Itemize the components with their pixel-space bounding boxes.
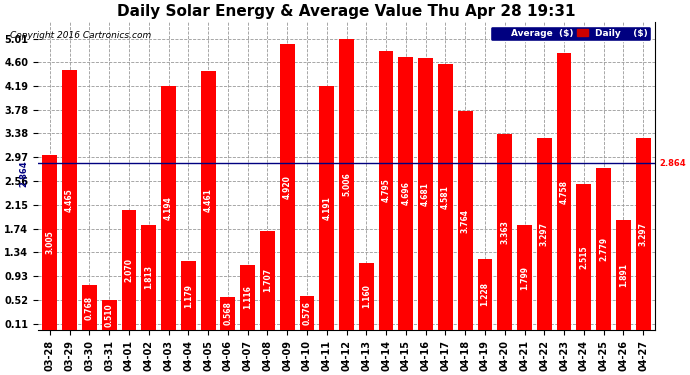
Text: 1.813: 1.813	[144, 265, 153, 289]
Bar	[161, 86, 176, 330]
Text: 2.779: 2.779	[599, 237, 608, 261]
Text: 4.461: 4.461	[204, 188, 213, 212]
Bar	[359, 262, 374, 330]
Text: 0.768: 0.768	[85, 296, 94, 320]
Bar	[379, 51, 393, 330]
Bar	[62, 70, 77, 330]
Bar	[457, 111, 473, 330]
Bar	[576, 184, 591, 330]
Text: 1.179: 1.179	[184, 284, 193, 308]
Text: 4.194: 4.194	[164, 196, 173, 220]
Text: 3.297: 3.297	[639, 222, 648, 246]
Text: 1.160: 1.160	[362, 284, 371, 308]
Text: 1.891: 1.891	[619, 263, 628, 287]
Bar	[299, 297, 315, 330]
Bar	[635, 138, 651, 330]
Text: 4.758: 4.758	[560, 180, 569, 204]
Bar	[82, 285, 97, 330]
Bar	[398, 57, 413, 330]
Text: 4.920: 4.920	[283, 175, 292, 199]
Bar	[201, 70, 215, 330]
Text: 1.116: 1.116	[243, 286, 252, 309]
Text: 4.681: 4.681	[421, 182, 430, 206]
Bar	[260, 231, 275, 330]
Bar	[438, 63, 453, 330]
Legend: Average  ($), Daily    ($): Average ($), Daily ($)	[490, 26, 651, 40]
Bar	[240, 265, 255, 330]
Text: 2.864: 2.864	[659, 159, 686, 168]
Text: 2.515: 2.515	[580, 245, 589, 268]
Bar	[220, 297, 235, 330]
Text: 4.696: 4.696	[402, 182, 411, 206]
Bar	[102, 300, 117, 330]
Text: 5.006: 5.006	[342, 172, 351, 196]
Bar	[339, 39, 354, 330]
Bar	[141, 225, 156, 330]
Bar	[537, 138, 552, 330]
Text: 0.576: 0.576	[302, 301, 311, 325]
Title: Daily Solar Energy & Average Value Thu Apr 28 19:31: Daily Solar Energy & Average Value Thu A…	[117, 4, 575, 19]
Text: 0.568: 0.568	[224, 302, 233, 326]
Text: 1.799: 1.799	[520, 266, 529, 290]
Bar	[596, 168, 611, 330]
Bar	[181, 261, 196, 330]
Bar	[497, 134, 512, 330]
Bar	[517, 225, 532, 330]
Text: 0.510: 0.510	[105, 303, 114, 327]
Bar	[43, 155, 57, 330]
Text: 2.070: 2.070	[124, 258, 133, 282]
Bar	[319, 86, 334, 330]
Text: 1.228: 1.228	[480, 282, 489, 306]
Bar	[121, 210, 137, 330]
Text: 3.764: 3.764	[461, 209, 470, 232]
Text: 1.707: 1.707	[263, 268, 272, 292]
Text: 4.191: 4.191	[322, 196, 331, 220]
Bar	[557, 53, 571, 330]
Bar	[477, 258, 493, 330]
Bar	[418, 58, 433, 330]
Text: 4.465: 4.465	[65, 188, 74, 212]
Bar	[279, 44, 295, 330]
Text: 3.005: 3.005	[46, 231, 55, 255]
Bar	[616, 220, 631, 330]
Text: 4.581: 4.581	[441, 185, 450, 209]
Text: 3.297: 3.297	[540, 222, 549, 246]
Text: 3.363: 3.363	[500, 220, 509, 244]
Text: 4.795: 4.795	[382, 178, 391, 203]
Text: Copyright 2016 Cartronics.com: Copyright 2016 Cartronics.com	[10, 30, 152, 39]
